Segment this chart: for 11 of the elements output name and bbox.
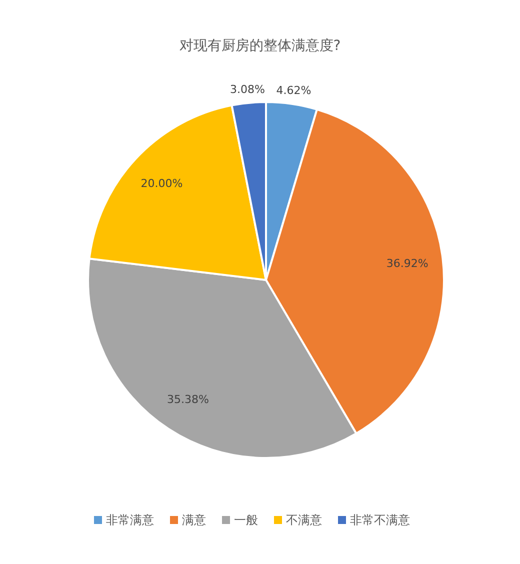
legend-label: 满意 xyxy=(182,513,206,527)
legend-label: 不满意 xyxy=(286,513,322,527)
data-label: 20.00% xyxy=(140,177,183,190)
chart-title: 对现有厨房的整体满意度? xyxy=(179,38,341,54)
legend-label: 非常不满意 xyxy=(350,513,410,527)
legend-label: 非常满意 xyxy=(106,513,154,527)
data-label: 35.38% xyxy=(166,393,209,406)
data-label: 3.08% xyxy=(230,82,265,96)
data-label: 4.62% xyxy=(276,84,312,98)
data-label: 36.92% xyxy=(386,256,428,270)
legend-label: 一般 xyxy=(234,513,258,527)
